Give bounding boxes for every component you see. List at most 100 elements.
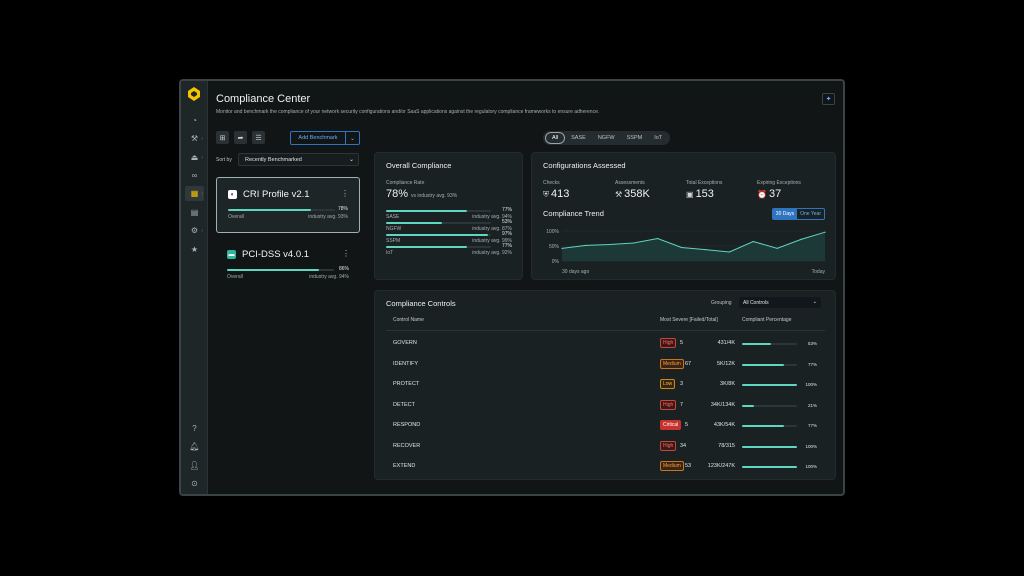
severity-count: 34: [680, 442, 687, 449]
range-option[interactable]: 30 Days: [772, 209, 798, 219]
failed-total: 78/315: [718, 442, 735, 449]
overall-row-name: SSPM: [386, 238, 401, 244]
controls-title: Compliance Controls: [386, 299, 456, 308]
control-row[interactable]: RECOVER High 34 78/315 100%: [375, 437, 835, 457]
sort-label: Sort by: [216, 157, 232, 163]
compliance-bar: [742, 384, 797, 386]
kebab-menu-icon[interactable]: ⋮: [341, 189, 349, 198]
brand-logo: [188, 87, 200, 101]
control-row[interactable]: EXTEND Medium 53 123K/247K 100%: [375, 457, 835, 477]
binoculars-icon[interactable]: ∞: [191, 171, 198, 180]
filter-tab-sspm[interactable]: SSPM: [626, 135, 643, 141]
overall-row-percent: 77%: [501, 243, 512, 249]
overall-row-industry: industry avg. 87%: [472, 226, 512, 232]
compliance-bar: [742, 404, 797, 407]
control-row[interactable]: GOVERN High 5 431/4K 53%: [375, 334, 835, 354]
compliance-bar: [742, 343, 797, 345]
range-option[interactable]: One Year: [800, 211, 821, 217]
overall-title: Overall Compliance: [386, 161, 452, 170]
profile-card[interactable]: ▬ PCI-DSS v4.0.1 ⋮ 86% Overall industry avg. …: [216, 238, 360, 294]
severity-badge: High: [660, 399, 677, 410]
failed-total: 3K/8K: [720, 381, 735, 387]
trend-point: [728, 251, 730, 253]
progress-fill: [742, 425, 785, 427]
star-icon[interactable]: ★: [190, 245, 199, 254]
stamp-icon[interactable]: ⏏ ›: [190, 153, 203, 162]
filter-tabs: All SASE NGFW SSPM IoT: [543, 131, 671, 145]
gavel-icon: ⚒: [615, 190, 623, 199]
filter-tab-all[interactable]: All: [545, 132, 566, 144]
progress-fill: [386, 210, 467, 212]
grouping-select[interactable]: All Controls ⌄: [739, 297, 821, 308]
compliance-bar: [742, 466, 797, 468]
trend-point: [776, 247, 778, 249]
stat-value-row: ⛨ 413: [543, 188, 569, 200]
filter-tab-ngfw[interactable]: NGFW: [597, 135, 615, 141]
stat-value: 358K: [624, 188, 650, 200]
overall-row-bar: [386, 246, 491, 248]
overall-row-industry: industry avg. 99%: [472, 238, 512, 244]
sparkle-icon[interactable]: ✦: [822, 93, 835, 105]
page-subtitle: Monitor and benchmark the compliance of …: [216, 109, 600, 115]
bell-icon[interactable]: 🔔︎: [189, 442, 200, 451]
wrench-icon[interactable]: ⚒ ›: [190, 134, 203, 143]
overall-row-percent: 53%: [501, 219, 512, 225]
profile-overall-label: Overall: [228, 214, 244, 220]
chevron-down-icon[interactable]: ⌄: [349, 135, 356, 142]
stat-label: Assessments: [615, 180, 645, 186]
y-tick-label: 100%: [546, 229, 559, 235]
stat-block: Checks ⛨ 413: [543, 180, 569, 200]
trend-point: [824, 231, 826, 233]
progress-fill: [742, 343, 772, 345]
control-row[interactable]: DETECT High 7 34K/134K 21%: [375, 396, 835, 416]
severity-badge: High: [660, 338, 677, 348]
dashboard-icon[interactable]: ◔: [192, 116, 197, 125]
trend-area: [562, 232, 825, 261]
progress-fill: [742, 466, 797, 468]
list-icon[interactable]: ☰: [252, 131, 265, 144]
stat-value: 37: [768, 188, 782, 200]
profile-name: PCI-DSS v4.0.1: [242, 249, 310, 260]
severity-count: 7: [680, 401, 684, 408]
overall-row-name: NGFW: [386, 226, 402, 232]
trend-point: [585, 244, 587, 246]
col-header-name: Control Name: [393, 317, 424, 323]
trend-title: Compliance Trend: [543, 209, 604, 218]
filter-tab-iot[interactable]: IoT: [654, 135, 663, 141]
add-benchmark-button[interactable]: Add Benchmark ⌄: [290, 131, 360, 145]
compliance-percent: 53%: [807, 341, 817, 346]
help-icon[interactable]: ?: [192, 424, 197, 433]
x-tick-label: Today: [812, 269, 826, 275]
x-tick-label: 30 days ago: [562, 269, 589, 275]
report-icon[interactable]: ▤: [190, 208, 199, 217]
briefcase-icon: ▣: [686, 190, 694, 199]
rate-label: Compliance Rate: [386, 180, 425, 186]
control-row[interactable]: RESPOND Critical 5 43K/54K 77%: [375, 416, 835, 436]
kebab-menu-icon[interactable]: ⋮: [342, 249, 350, 258]
new-report-icon[interactable]: ⊞: [216, 131, 229, 144]
expand-icon[interactable]: ⊙: [191, 479, 198, 488]
add-benchmark-label[interactable]: Add Benchmark: [291, 132, 346, 144]
sort-select[interactable]: Recently Benchmarked ⌄: [238, 153, 359, 166]
compliance-controls-panel: Compliance Controls Grouping All Control…: [374, 290, 836, 480]
stat-label: Total Exceptions: [686, 180, 723, 186]
share-icon[interactable]: ➦: [234, 131, 247, 144]
profile-card[interactable]: ◐ CRI Profile v2.1 ⋮ 78% Overall industry avg…: [216, 177, 360, 233]
filter-tab-sase[interactable]: SASE: [571, 135, 586, 141]
control-row[interactable]: PROTECT Low 3 3K/8K 100%: [375, 375, 835, 395]
col-header-severe: Most Severe [Failed/Total]: [660, 317, 718, 323]
chevron-down-icon: ⌄: [812, 299, 817, 305]
alarm-icon: ⏰: [757, 190, 767, 199]
trend-point: [680, 246, 683, 249]
overall-row-name: SASE: [386, 214, 400, 220]
progress-fill: [742, 384, 797, 386]
profile-progress-bar: [227, 269, 334, 271]
compliance-bar: [742, 363, 797, 366]
trend-line: [561, 231, 826, 253]
control-row[interactable]: IDENTIFY Medium 67 5K/12K 77%: [375, 355, 835, 375]
rate-value: 78%: [386, 188, 409, 200]
user-icon[interactable]: 👤︎: [189, 461, 200, 470]
settings-icon[interactable]: ⚙ ›: [190, 226, 203, 235]
compliance-grid-icon[interactable]: ▦ ›: [185, 186, 204, 201]
progress-fill: [227, 269, 320, 271]
